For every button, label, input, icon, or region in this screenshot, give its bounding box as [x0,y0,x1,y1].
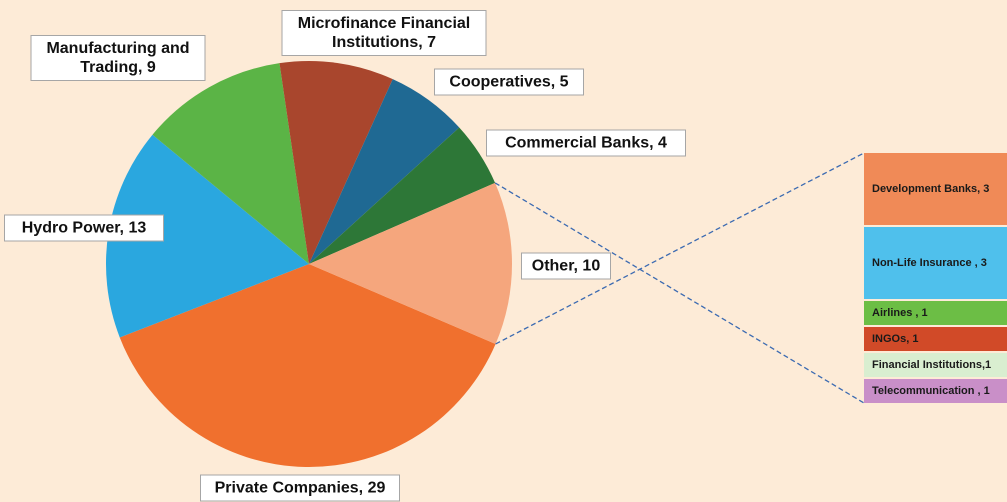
slice-label: Hydro Power, 13 [4,214,164,242]
pie-slice [309,79,460,264]
slice-label: Manufacturing and Trading, 9 [30,35,206,81]
slice-label: Cooperatives, 5 [434,68,584,96]
breakdown-bar [864,353,1007,377]
slice-label: Commercial Banks, 4 [486,129,686,157]
breakdown-label: INGOs, 1 [872,333,919,345]
breakdown-bar [864,227,1007,299]
breakdown-bar [864,379,1007,403]
breakdown-bar [864,301,1007,325]
breakdown-label: Financial Institutions,1 [872,359,992,371]
breakdown-bar [864,153,1007,225]
connector [495,152,865,345]
slice-label: Microfinance Financial Institutions, 7 [281,10,487,56]
pie-slice [309,127,496,264]
breakdown-bar [864,327,1007,351]
breakdown-label: Telecommunication , 1 [872,385,990,397]
breakdown-label: Development Banks, 3 [872,183,990,195]
pie-slice [279,61,393,265]
breakdown-label: Airlines , 1 [872,307,928,319]
pie-slice [309,182,512,344]
connector [494,182,865,404]
slice-label: Other, 10 [521,252,611,280]
pie-slice [119,264,496,468]
breakdown-label: Non-Life Insurance , 3 [872,257,987,269]
pie-slice [106,134,309,338]
pie-slice [152,63,309,264]
slice-label: Private Companies, 29 [200,474,400,502]
